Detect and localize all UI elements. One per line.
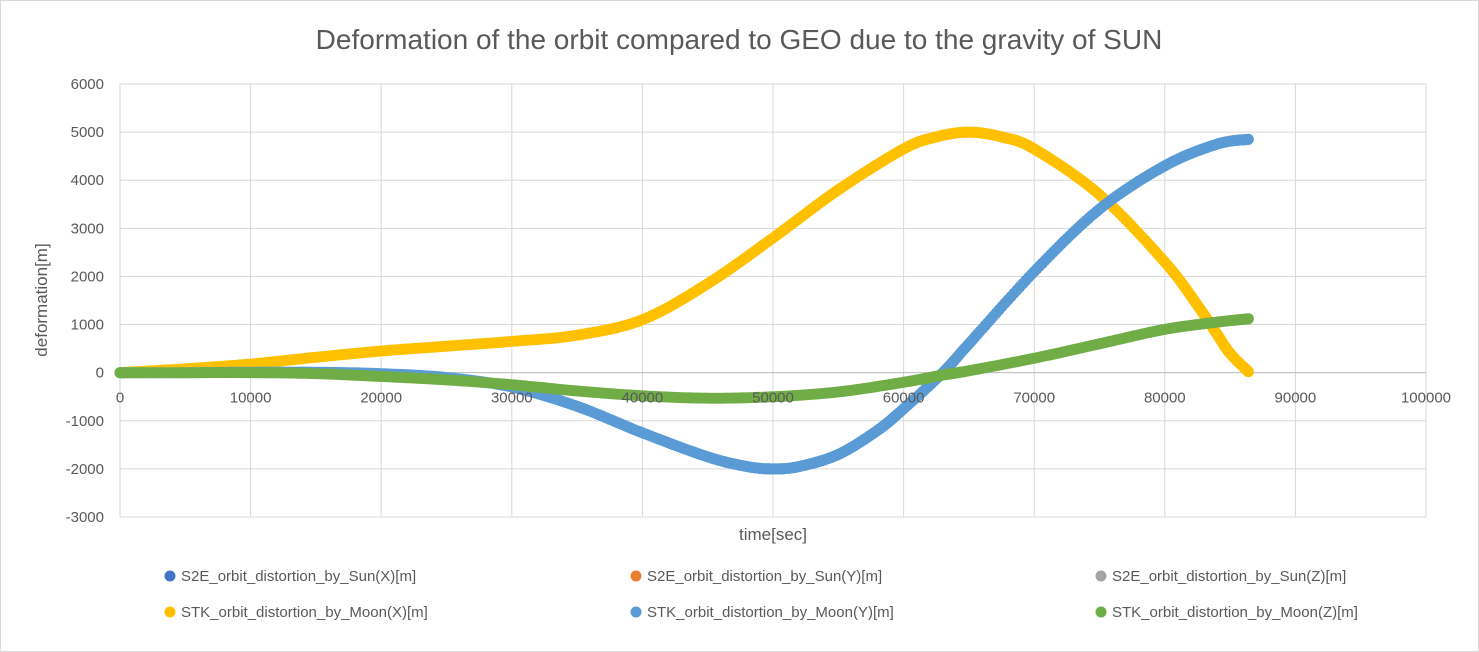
y-tick-label: 5000: [71, 124, 104, 141]
series-4: [114, 126, 1254, 379]
y-tick-label: 0: [96, 365, 104, 382]
y-axis-title: deformation[m]: [32, 243, 51, 356]
chart-title: Deformation of the orbit compared to GEO…: [316, 24, 1163, 55]
series-6: [114, 313, 1254, 404]
x-tick-label: 100000: [1401, 390, 1451, 407]
y-tick-label: 6000: [71, 76, 104, 93]
legend-marker: [1095, 606, 1107, 618]
data-point: [1242, 366, 1254, 378]
legend-item: STK_orbit_distortion_by_Moon(Y)[m]: [630, 604, 894, 621]
legend-label: STK_orbit_distortion_by_Moon(Z)[m]: [1112, 604, 1358, 621]
y-tick-label: 4000: [71, 172, 104, 189]
x-tick-label: 50000: [752, 390, 794, 407]
y-tick-label: 2000: [71, 268, 104, 285]
x-axis-ticks: 0 10000 20000 30000 40000 50000 60000 70000 8000…: [116, 390, 1451, 407]
y-tick-label: -3000: [66, 509, 104, 526]
legend-label: STK_orbit_distortion_by_Moon(X)[m]: [181, 604, 428, 621]
x-tick-label: 0: [116, 390, 124, 407]
y-axis-ticks: -3000 -2000 -1000 0 1000 2000 3000 4000 5000 6000: [66, 76, 104, 526]
x-tick-label: 80000: [1144, 390, 1186, 407]
x-axis-title: time[sec]: [739, 525, 807, 544]
legend-item: S2E_orbit_distortion_by_Sun(Z)[m]: [1095, 568, 1346, 585]
x-tick-label: 30000: [491, 390, 533, 407]
legend-label: STK_orbit_distortion_by_Moon(Y)[m]: [647, 604, 894, 621]
x-tick-label: 20000: [360, 390, 402, 407]
x-tick-label: 70000: [1013, 390, 1055, 407]
legend: S2E_orbit_distortion_by_Sun(X)[m] S2E_orb…: [164, 568, 1358, 621]
x-tick-label: 90000: [1275, 390, 1317, 407]
legend-item: STK_orbit_distortion_by_Moon(X)[m]: [164, 604, 428, 621]
legend-marker: [164, 606, 176, 618]
series-layer: [114, 126, 1254, 475]
legend-label: S2E_orbit_distortion_by_Sun(X)[m]: [181, 568, 416, 585]
legend-item: STK_orbit_distortion_by_Moon(Z)[m]: [1095, 604, 1358, 621]
legend-item: S2E_orbit_distortion_by_Sun(Y)[m]: [630, 568, 882, 585]
legend-marker: [164, 570, 176, 582]
legend-marker: [630, 570, 642, 582]
legend-marker: [630, 606, 642, 618]
y-tick-label: 1000: [71, 317, 104, 334]
x-tick-label: 60000: [883, 390, 925, 407]
data-point: [1242, 133, 1254, 145]
legend-label: S2E_orbit_distortion_by_Sun(Z)[m]: [1112, 568, 1346, 585]
legend-marker: [1095, 570, 1107, 582]
gridlines: [119, 83, 1427, 518]
legend-item: S2E_orbit_distortion_by_Sun(X)[m]: [164, 568, 416, 585]
series-5: [114, 133, 1254, 475]
y-tick-label: -1000: [66, 413, 104, 430]
data-point: [1242, 313, 1254, 325]
y-tick-label: -2000: [66, 461, 104, 478]
x-tick-label: 40000: [622, 390, 664, 407]
legend-label: S2E_orbit_distortion_by_Sun(Y)[m]: [647, 568, 882, 585]
y-tick-label: 3000: [71, 220, 104, 237]
x-tick-label: 10000: [230, 390, 272, 407]
